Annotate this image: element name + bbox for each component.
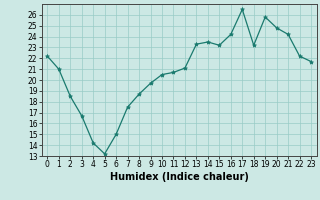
X-axis label: Humidex (Indice chaleur): Humidex (Indice chaleur) bbox=[110, 172, 249, 182]
